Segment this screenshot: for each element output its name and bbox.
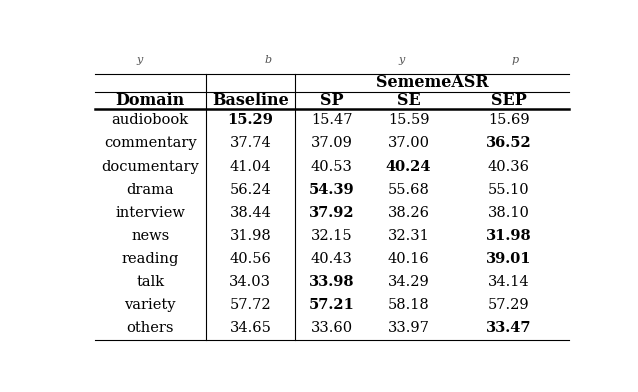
- Text: 15.47: 15.47: [311, 113, 353, 127]
- Text: b: b: [264, 54, 271, 65]
- Text: y: y: [136, 54, 142, 65]
- Text: others: others: [126, 321, 174, 335]
- Text: 56.24: 56.24: [230, 183, 271, 197]
- Text: 34.03: 34.03: [229, 275, 271, 289]
- Text: reading: reading: [121, 252, 179, 266]
- Text: 34.65: 34.65: [230, 321, 271, 335]
- Text: 37.74: 37.74: [230, 136, 271, 151]
- Text: 40.24: 40.24: [386, 160, 431, 174]
- Text: drama: drama: [126, 183, 174, 197]
- Text: 54.39: 54.39: [309, 183, 355, 197]
- Text: 33.97: 33.97: [388, 321, 429, 335]
- Text: 38.44: 38.44: [230, 206, 271, 220]
- Text: 38.26: 38.26: [387, 206, 429, 220]
- Text: 33.47: 33.47: [486, 321, 531, 335]
- Text: 32.15: 32.15: [311, 229, 353, 243]
- Text: Domain: Domain: [115, 92, 185, 109]
- Text: news: news: [131, 229, 169, 243]
- Text: 40.36: 40.36: [487, 160, 530, 174]
- Text: variety: variety: [124, 298, 176, 312]
- Text: 32.31: 32.31: [388, 229, 429, 243]
- Text: interview: interview: [115, 206, 185, 220]
- Text: 34.29: 34.29: [388, 275, 429, 289]
- Text: 15.59: 15.59: [388, 113, 429, 127]
- Text: 36.52: 36.52: [486, 136, 531, 151]
- Text: 57.21: 57.21: [309, 298, 355, 312]
- Text: 33.98: 33.98: [309, 275, 355, 289]
- Text: 38.10: 38.10: [487, 206, 530, 220]
- Text: y: y: [398, 54, 404, 65]
- Text: SEP: SEP: [491, 92, 526, 109]
- Text: 31.98: 31.98: [230, 229, 271, 243]
- Text: 37.92: 37.92: [309, 206, 355, 220]
- Text: 34.14: 34.14: [488, 275, 530, 289]
- Text: 15.69: 15.69: [488, 113, 530, 127]
- Text: audiobook: audiobook: [112, 113, 189, 127]
- Text: p: p: [511, 54, 519, 65]
- Text: SP: SP: [320, 92, 344, 109]
- Text: SememeASR: SememeASR: [376, 74, 488, 91]
- Text: talk: talk: [136, 275, 164, 289]
- Text: 58.18: 58.18: [388, 298, 429, 312]
- Text: 31.98: 31.98: [486, 229, 531, 243]
- Text: 57.29: 57.29: [488, 298, 530, 312]
- Text: 40.16: 40.16: [388, 252, 429, 266]
- Text: 33.60: 33.60: [311, 321, 353, 335]
- Text: 15.29: 15.29: [227, 113, 273, 127]
- Text: documentary: documentary: [101, 160, 199, 174]
- Text: 39.01: 39.01: [486, 252, 531, 266]
- Text: 41.04: 41.04: [230, 160, 271, 174]
- Text: 40.56: 40.56: [230, 252, 271, 266]
- Text: 57.72: 57.72: [230, 298, 271, 312]
- Text: 37.09: 37.09: [311, 136, 353, 151]
- Text: 55.10: 55.10: [488, 183, 530, 197]
- Text: commentary: commentary: [104, 136, 197, 151]
- Text: 55.68: 55.68: [388, 183, 429, 197]
- Text: 37.00: 37.00: [387, 136, 429, 151]
- Text: Baseline: Baseline: [212, 92, 289, 109]
- Text: 40.43: 40.43: [311, 252, 353, 266]
- Text: 40.53: 40.53: [311, 160, 353, 174]
- Text: SE: SE: [397, 92, 420, 109]
